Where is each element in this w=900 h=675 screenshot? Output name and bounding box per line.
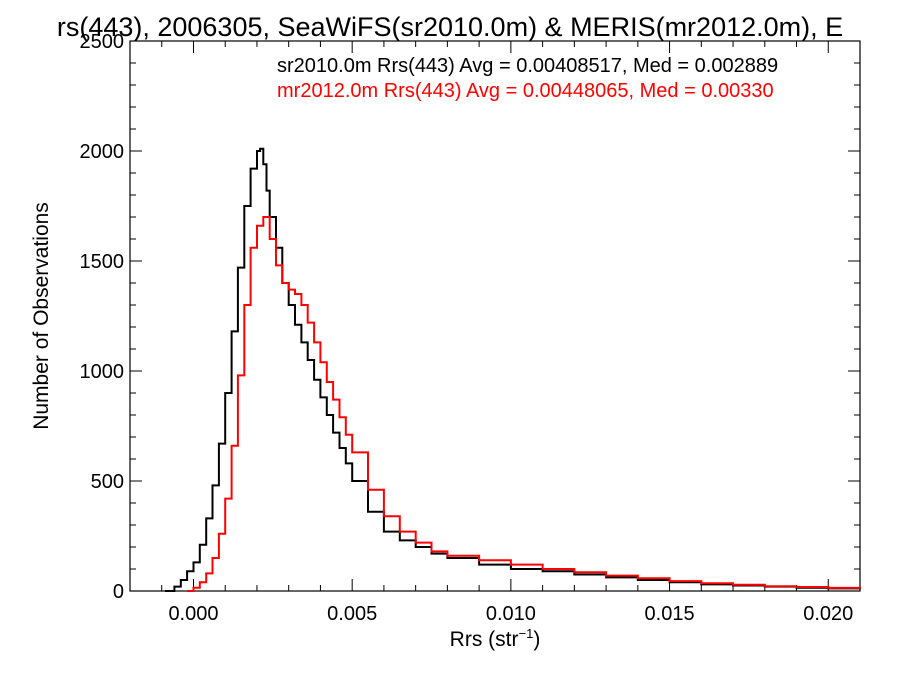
legend-entry-mr2012: mr2012.0m Rrs(443) Avg = 0.00448065, Med… (277, 80, 774, 102)
x-tick-label: 0.005 (327, 603, 377, 625)
x-tick-label: 0.020 (803, 603, 853, 625)
y-tick-labels: 0 500 1000 1500 2000 2500 (80, 31, 125, 603)
x-tick-label: 0.015 (645, 603, 695, 625)
plot-frame (129, 40, 861, 592)
y-axis-label: Number of Observations (30, 202, 53, 430)
y-tick-label: 2500 (80, 31, 125, 53)
chart-title: rs(443), 2006305, SeaWiFS(sr2010.0m) & M… (57, 12, 843, 42)
x-axis-label: Rrs (str−1) (450, 626, 541, 651)
y-tick-label: 500 (91, 471, 124, 493)
x-tick-label: 0.000 (168, 603, 218, 625)
y-tick-label: 1500 (80, 251, 125, 273)
y-tick-label: 0 (113, 581, 124, 603)
y-tick-label: 1000 (80, 361, 125, 383)
x-tick-labels: 0.000 0.005 0.010 0.015 0.020 (168, 603, 853, 625)
plot-area (129, 40, 861, 592)
x-tick-label: 0.010 (486, 603, 536, 625)
axis-ticks (129, 40, 861, 592)
y-tick-label: 2000 (80, 141, 125, 163)
x-axis-label-superscript: −1 (519, 626, 534, 641)
legend-entry-sr2010: sr2010.0m Rrs(443) Avg = 0.00408517, Med… (277, 55, 778, 77)
series-layer (164, 147, 861, 592)
series-line-sr2010-0m (164, 147, 861, 592)
series-line-mr2012-0m (187, 216, 861, 592)
